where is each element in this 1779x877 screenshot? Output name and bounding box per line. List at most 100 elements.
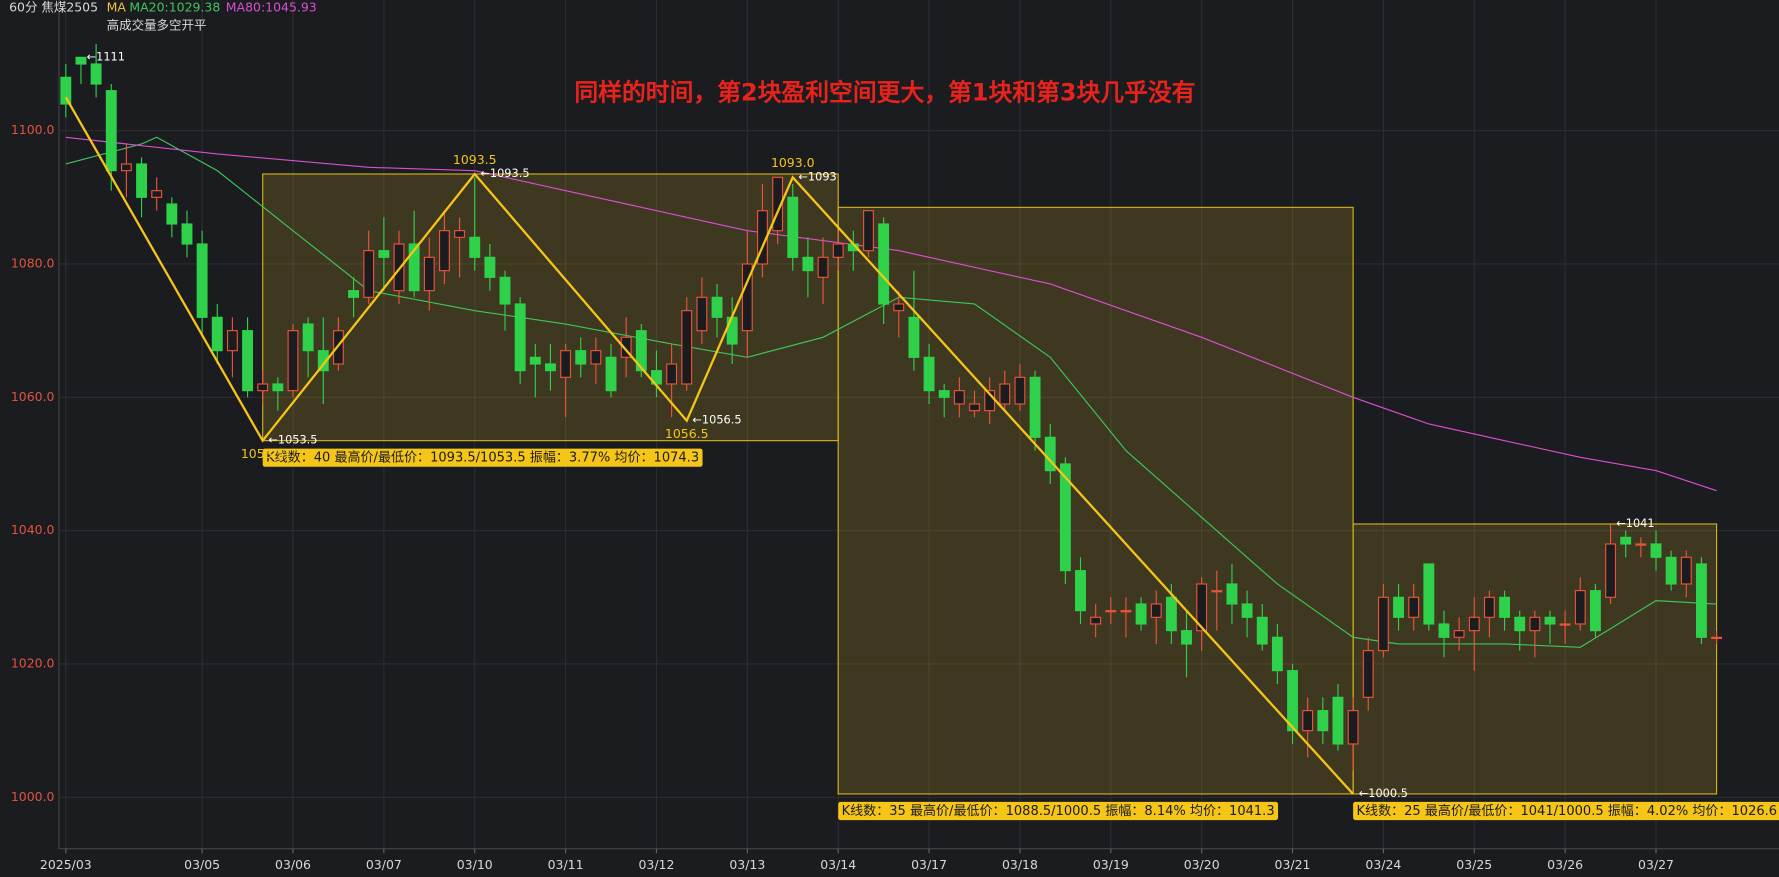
candle-body xyxy=(1332,696,1344,745)
candle-body xyxy=(484,256,496,278)
region-label-bg xyxy=(1353,801,1779,821)
candle-body xyxy=(832,243,844,258)
candle-body xyxy=(696,296,708,332)
candle-body xyxy=(287,330,299,392)
candle-body xyxy=(60,76,72,105)
candle-body xyxy=(711,296,723,318)
x-tick-label: 03/07 xyxy=(366,857,402,872)
symbol-label: 60分 焦煤2505 xyxy=(9,0,98,14)
candle-body xyxy=(999,383,1011,405)
x-tick-label: 03/27 xyxy=(1638,857,1674,872)
candle-body xyxy=(590,350,602,365)
candle-body xyxy=(772,176,784,232)
region-box xyxy=(837,206,1354,795)
x-tick-label: 2025/03 xyxy=(40,857,92,872)
candle-body xyxy=(893,303,905,312)
candle-body xyxy=(969,403,980,412)
candle-body xyxy=(726,316,738,345)
candle-body xyxy=(90,63,102,85)
x-tick-label: 03/11 xyxy=(548,857,584,872)
candle-body xyxy=(817,256,829,278)
candle-body xyxy=(1271,636,1283,672)
candle-body xyxy=(1453,630,1465,638)
region-label: K线数：40 最高价/最低价：1093.5/1053.5 振幅：3.77% 均价… xyxy=(266,450,699,466)
candle-body xyxy=(666,363,678,385)
x-tick-label: 03/20 xyxy=(1184,857,1220,872)
candle-body xyxy=(560,350,572,378)
extreme-label: ←1041 xyxy=(1616,516,1654,530)
candle-body xyxy=(181,223,193,245)
candle-body xyxy=(348,290,360,298)
x-tick-label: 03/24 xyxy=(1365,857,1401,872)
candle-body xyxy=(863,210,874,252)
candle-body xyxy=(1256,616,1268,645)
candle-body xyxy=(878,223,890,305)
region-label-bg xyxy=(838,801,1279,821)
candle-body xyxy=(1014,376,1026,405)
extreme-label: ←1053.5 xyxy=(268,433,317,447)
candle-body xyxy=(1029,376,1041,438)
candle-body xyxy=(302,323,314,352)
candle-body xyxy=(1589,590,1601,632)
candle-body xyxy=(605,356,617,392)
extreme-label: ←1111 xyxy=(87,49,125,63)
candle-body xyxy=(1635,543,1647,546)
candle-body xyxy=(1438,623,1450,638)
candle-body xyxy=(1241,603,1253,618)
candle-body xyxy=(908,316,920,358)
candle-body xyxy=(1468,616,1480,632)
pivot-label: 1093.0 xyxy=(771,155,815,170)
x-tick-label: 03/13 xyxy=(729,857,765,872)
candle-body xyxy=(1211,590,1223,593)
pivot-label: 1093.5 xyxy=(453,152,497,167)
x-tick-label: 03/10 xyxy=(457,857,493,872)
candle-body xyxy=(438,230,450,272)
candle-body xyxy=(1226,583,1238,605)
x-tick-label: 03/14 xyxy=(820,857,856,872)
x-tick-label: 03/05 xyxy=(184,857,220,872)
y-tick-label: 1060.0 xyxy=(11,389,55,404)
candle-body xyxy=(953,390,965,405)
candle-body xyxy=(1711,636,1723,640)
candle-body xyxy=(1377,596,1389,652)
candle-body xyxy=(741,263,753,332)
x-tick-label: 03/06 xyxy=(275,857,311,872)
candle-body xyxy=(1347,710,1359,745)
background-layer xyxy=(58,0,1779,850)
candle-body xyxy=(378,250,390,258)
candle-body xyxy=(1423,563,1435,625)
candle-body xyxy=(1059,463,1071,572)
candle-body xyxy=(1529,616,1541,632)
region-label: K线数：35 最高价/最低价：1088.5/1000.5 振幅：8.14% 均价… xyxy=(842,803,1275,819)
candle-body xyxy=(1105,610,1117,613)
candle-body xyxy=(332,330,344,365)
candle-body xyxy=(120,163,132,172)
ma-line xyxy=(65,136,1717,492)
candle-body xyxy=(408,243,420,292)
candle-body xyxy=(802,256,814,272)
candle-body xyxy=(1181,630,1192,645)
extreme-label: ←1056.5 xyxy=(692,413,741,427)
candle-body xyxy=(257,383,269,392)
candle-body xyxy=(1695,563,1707,638)
candle-body xyxy=(166,203,178,225)
x-tick-label: 03/12 xyxy=(638,857,674,872)
y-tick-label: 1100.0 xyxy=(11,122,55,137)
y-tick-label: 1080.0 xyxy=(11,255,55,270)
candle-body xyxy=(1165,596,1177,632)
candle-body xyxy=(545,363,556,372)
pivot-label: 1053.5 xyxy=(241,446,285,461)
candle-body xyxy=(1393,596,1404,618)
candle-body xyxy=(635,330,647,372)
candle-body xyxy=(1408,596,1420,618)
legend-entry: MA80:1045.93 xyxy=(226,0,317,14)
candle-body xyxy=(1120,610,1132,613)
candle-body xyxy=(529,356,541,365)
extreme-label: ←1000.5 xyxy=(1359,786,1408,800)
candle-body xyxy=(1514,616,1526,632)
extreme-label: ←1093 xyxy=(798,169,836,183)
candle-body xyxy=(1090,616,1102,625)
candle-body xyxy=(1574,590,1586,625)
candle-body xyxy=(1075,570,1086,612)
